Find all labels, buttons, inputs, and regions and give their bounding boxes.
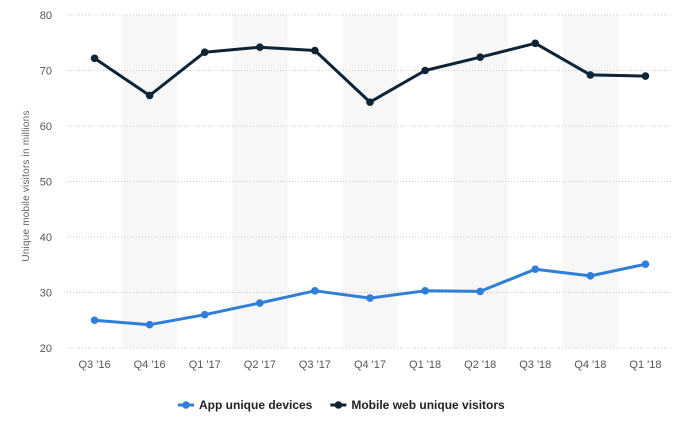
data-point[interactable] bbox=[421, 287, 429, 295]
data-point[interactable] bbox=[256, 299, 264, 307]
data-point[interactable] bbox=[366, 294, 374, 302]
x-tick-label: Q2 '17 bbox=[244, 359, 276, 371]
x-tick-label: Q1 '18 bbox=[629, 359, 661, 371]
data-point[interactable] bbox=[366, 98, 374, 106]
data-point[interactable] bbox=[145, 91, 154, 100]
legend[interactable]: App unique devices Mobile web unique visi… bbox=[178, 398, 505, 412]
y-axis-ticks: 20 30 40 50 60 70 80 bbox=[40, 10, 52, 355]
data-point[interactable] bbox=[90, 54, 99, 63]
data-point[interactable] bbox=[641, 260, 650, 268]
column-band bbox=[122, 15, 178, 348]
y-gridlines bbox=[67, 14, 673, 349]
data-point[interactable] bbox=[476, 53, 484, 61]
series-1 bbox=[90, 260, 650, 329]
x-tick-label: Q2 '18 bbox=[464, 359, 496, 371]
data-point[interactable] bbox=[311, 46, 319, 55]
legend-label: Mobile web unique visitors bbox=[351, 398, 505, 412]
data-point[interactable] bbox=[256, 43, 264, 51]
y-tick-label: 70 bbox=[40, 66, 52, 78]
data-point[interactable] bbox=[200, 310, 209, 319]
data-point[interactable] bbox=[641, 72, 650, 80]
data-point[interactable] bbox=[311, 287, 319, 295]
legend-marker bbox=[182, 401, 190, 409]
legend-item-2[interactable]: Mobile web unique visitors bbox=[330, 398, 505, 412]
x-tick-label: Q3 '17 bbox=[299, 359, 331, 371]
y-tick-label: 60 bbox=[40, 121, 52, 133]
x-tick-label: Q1 '17 bbox=[189, 359, 221, 371]
x-tick-label: Q1 '18 bbox=[409, 359, 441, 371]
series-2 bbox=[90, 39, 650, 106]
y-tick-label: 30 bbox=[40, 288, 52, 300]
x-tick-label: Q4 '17 bbox=[354, 359, 386, 371]
data-point[interactable] bbox=[200, 48, 209, 56]
x-tick-label: Q3 '16 bbox=[79, 359, 111, 371]
y-tick-label: 80 bbox=[40, 10, 52, 22]
y-tick-label: 40 bbox=[40, 232, 52, 244]
legend-marker bbox=[334, 401, 343, 409]
data-point[interactable] bbox=[531, 265, 540, 273]
legend-item-1[interactable]: App unique devices bbox=[178, 398, 313, 412]
data-point[interactable] bbox=[145, 320, 154, 329]
series-lines bbox=[90, 39, 650, 329]
x-tick-label: Q3 '18 bbox=[519, 359, 551, 371]
data-point[interactable] bbox=[586, 71, 595, 79]
x-axis-ticks: Q3 '16 Q4 '16 Q1 '17 Q2 '17 Q3 '17 Q4 '17 Q1 '… bbox=[79, 359, 662, 371]
data-point[interactable] bbox=[90, 316, 99, 325]
data-point[interactable] bbox=[531, 39, 540, 48]
legend-label: App unique devices bbox=[199, 398, 313, 412]
y-axis-label: Unique mobile visitors in millions bbox=[21, 110, 32, 261]
y-tick-label: 20 bbox=[40, 343, 52, 355]
data-point[interactable] bbox=[421, 66, 429, 75]
x-tick-label: Q4 '18 bbox=[574, 359, 606, 371]
y-tick-label: 50 bbox=[40, 177, 52, 189]
x-tick-label: Q4 '16 bbox=[134, 359, 166, 371]
data-point[interactable] bbox=[586, 272, 595, 280]
data-point[interactable] bbox=[476, 287, 484, 296]
